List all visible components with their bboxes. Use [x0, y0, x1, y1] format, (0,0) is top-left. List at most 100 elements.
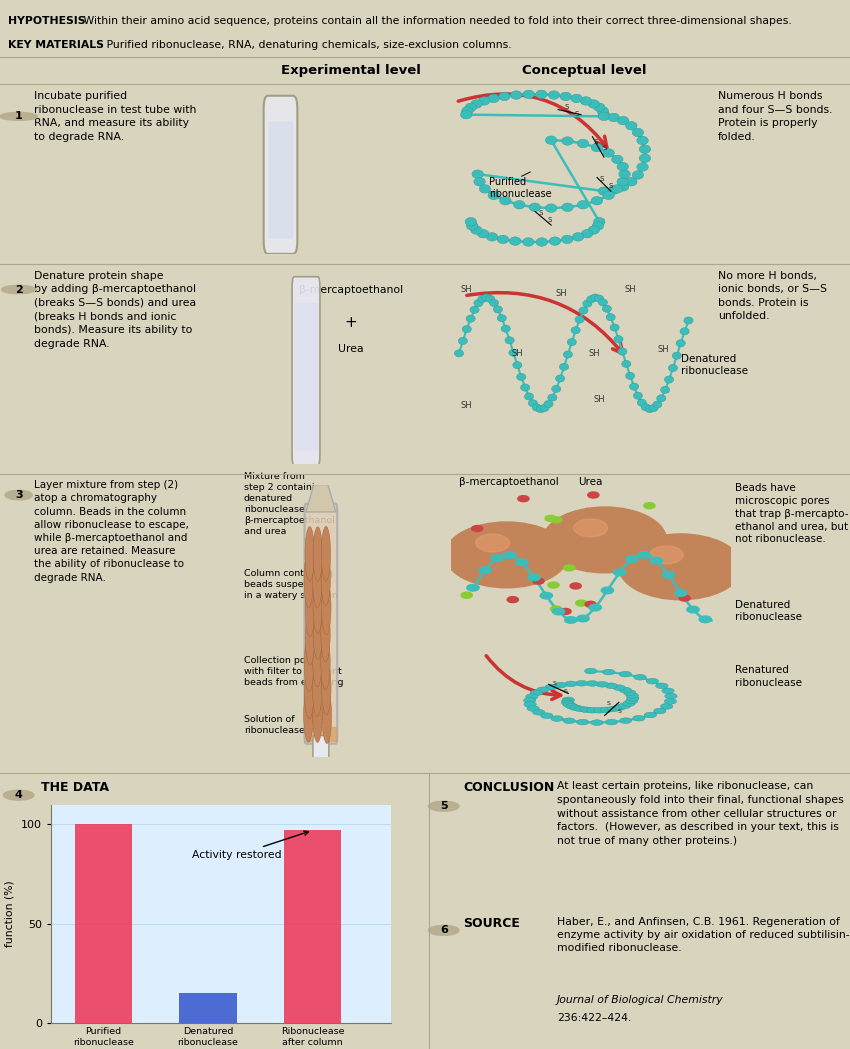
Circle shape	[559, 363, 569, 370]
Circle shape	[644, 712, 656, 718]
Circle shape	[462, 325, 472, 333]
Circle shape	[305, 582, 314, 637]
Circle shape	[471, 226, 482, 234]
Circle shape	[321, 580, 331, 635]
Circle shape	[600, 707, 613, 712]
Circle shape	[560, 92, 571, 101]
Text: S: S	[599, 176, 604, 181]
Circle shape	[593, 707, 606, 713]
Circle shape	[320, 635, 330, 689]
Circle shape	[561, 699, 574, 704]
Circle shape	[467, 584, 479, 591]
Text: SH: SH	[512, 349, 524, 358]
Circle shape	[672, 352, 682, 359]
Circle shape	[313, 633, 322, 687]
Circle shape	[563, 718, 575, 724]
Circle shape	[610, 324, 619, 331]
Circle shape	[662, 688, 674, 693]
Circle shape	[322, 689, 332, 744]
Circle shape	[586, 681, 598, 686]
Circle shape	[611, 185, 623, 193]
Text: SH: SH	[624, 285, 636, 294]
Text: Haber, E., and Anfinsen, C.B. 1961. Regeneration of
enzyme activity by air oxida: Haber, E., and Anfinsen, C.B. 1961. Rege…	[557, 917, 849, 952]
Text: SH: SH	[555, 290, 567, 298]
Text: S: S	[593, 138, 598, 145]
Circle shape	[588, 100, 599, 108]
Circle shape	[479, 185, 490, 193]
Circle shape	[687, 606, 700, 613]
Circle shape	[472, 170, 484, 178]
Circle shape	[564, 681, 577, 687]
Circle shape	[637, 163, 649, 171]
Circle shape	[313, 579, 322, 634]
Circle shape	[524, 393, 534, 400]
Circle shape	[562, 697, 575, 703]
Circle shape	[466, 315, 475, 322]
Circle shape	[516, 559, 528, 565]
Circle shape	[523, 238, 534, 247]
Text: Numerous H bonds
and four S—S bonds.
Protein is properly
folded.: Numerous H bonds and four S—S bonds. Pro…	[718, 91, 833, 142]
Circle shape	[598, 299, 608, 306]
Circle shape	[462, 107, 473, 115]
Circle shape	[619, 170, 631, 178]
Circle shape	[473, 177, 485, 186]
Circle shape	[313, 527, 322, 581]
Circle shape	[320, 607, 330, 662]
Circle shape	[626, 122, 637, 130]
Circle shape	[585, 668, 597, 673]
Circle shape	[581, 230, 592, 238]
Circle shape	[321, 660, 331, 714]
Circle shape	[570, 705, 582, 710]
Circle shape	[533, 578, 544, 584]
Circle shape	[675, 590, 687, 596]
Text: CONCLUSION: CONCLUSION	[463, 782, 554, 794]
Circle shape	[0, 112, 37, 121]
Circle shape	[523, 90, 535, 99]
Circle shape	[591, 294, 600, 301]
Circle shape	[482, 294, 490, 301]
Circle shape	[608, 186, 620, 194]
Circle shape	[593, 103, 605, 111]
Text: 4: 4	[14, 790, 23, 800]
Circle shape	[548, 91, 559, 100]
Circle shape	[486, 233, 498, 241]
Circle shape	[626, 692, 638, 699]
Circle shape	[3, 790, 34, 800]
Circle shape	[619, 671, 632, 677]
Circle shape	[621, 361, 631, 367]
Circle shape	[513, 362, 522, 368]
Text: SH: SH	[657, 345, 669, 354]
Circle shape	[505, 337, 514, 344]
Circle shape	[587, 492, 599, 498]
Circle shape	[626, 556, 638, 562]
Circle shape	[588, 226, 599, 234]
Text: KEY MATERIALS: KEY MATERIALS	[8, 40, 104, 49]
Circle shape	[608, 113, 620, 122]
Circle shape	[552, 608, 564, 615]
Circle shape	[485, 295, 495, 302]
Circle shape	[592, 144, 603, 152]
Text: S: S	[609, 183, 613, 189]
Circle shape	[626, 695, 639, 701]
Text: S: S	[603, 146, 607, 151]
Circle shape	[626, 177, 637, 186]
Circle shape	[305, 527, 314, 581]
Circle shape	[586, 707, 598, 713]
Text: β-mercaptoethanol: β-mercaptoethanol	[459, 477, 558, 487]
Circle shape	[544, 401, 553, 408]
Circle shape	[548, 582, 559, 588]
Circle shape	[304, 664, 314, 719]
Circle shape	[560, 608, 571, 615]
Circle shape	[577, 200, 589, 209]
Circle shape	[597, 107, 609, 115]
Text: SH: SH	[461, 285, 473, 294]
FancyBboxPatch shape	[304, 504, 337, 744]
Text: Conceptual level: Conceptual level	[522, 64, 647, 77]
Circle shape	[524, 698, 536, 703]
Text: S: S	[565, 104, 570, 110]
Circle shape	[536, 687, 549, 692]
Circle shape	[684, 317, 693, 324]
Circle shape	[664, 699, 677, 704]
Circle shape	[680, 327, 689, 335]
Circle shape	[528, 574, 541, 581]
